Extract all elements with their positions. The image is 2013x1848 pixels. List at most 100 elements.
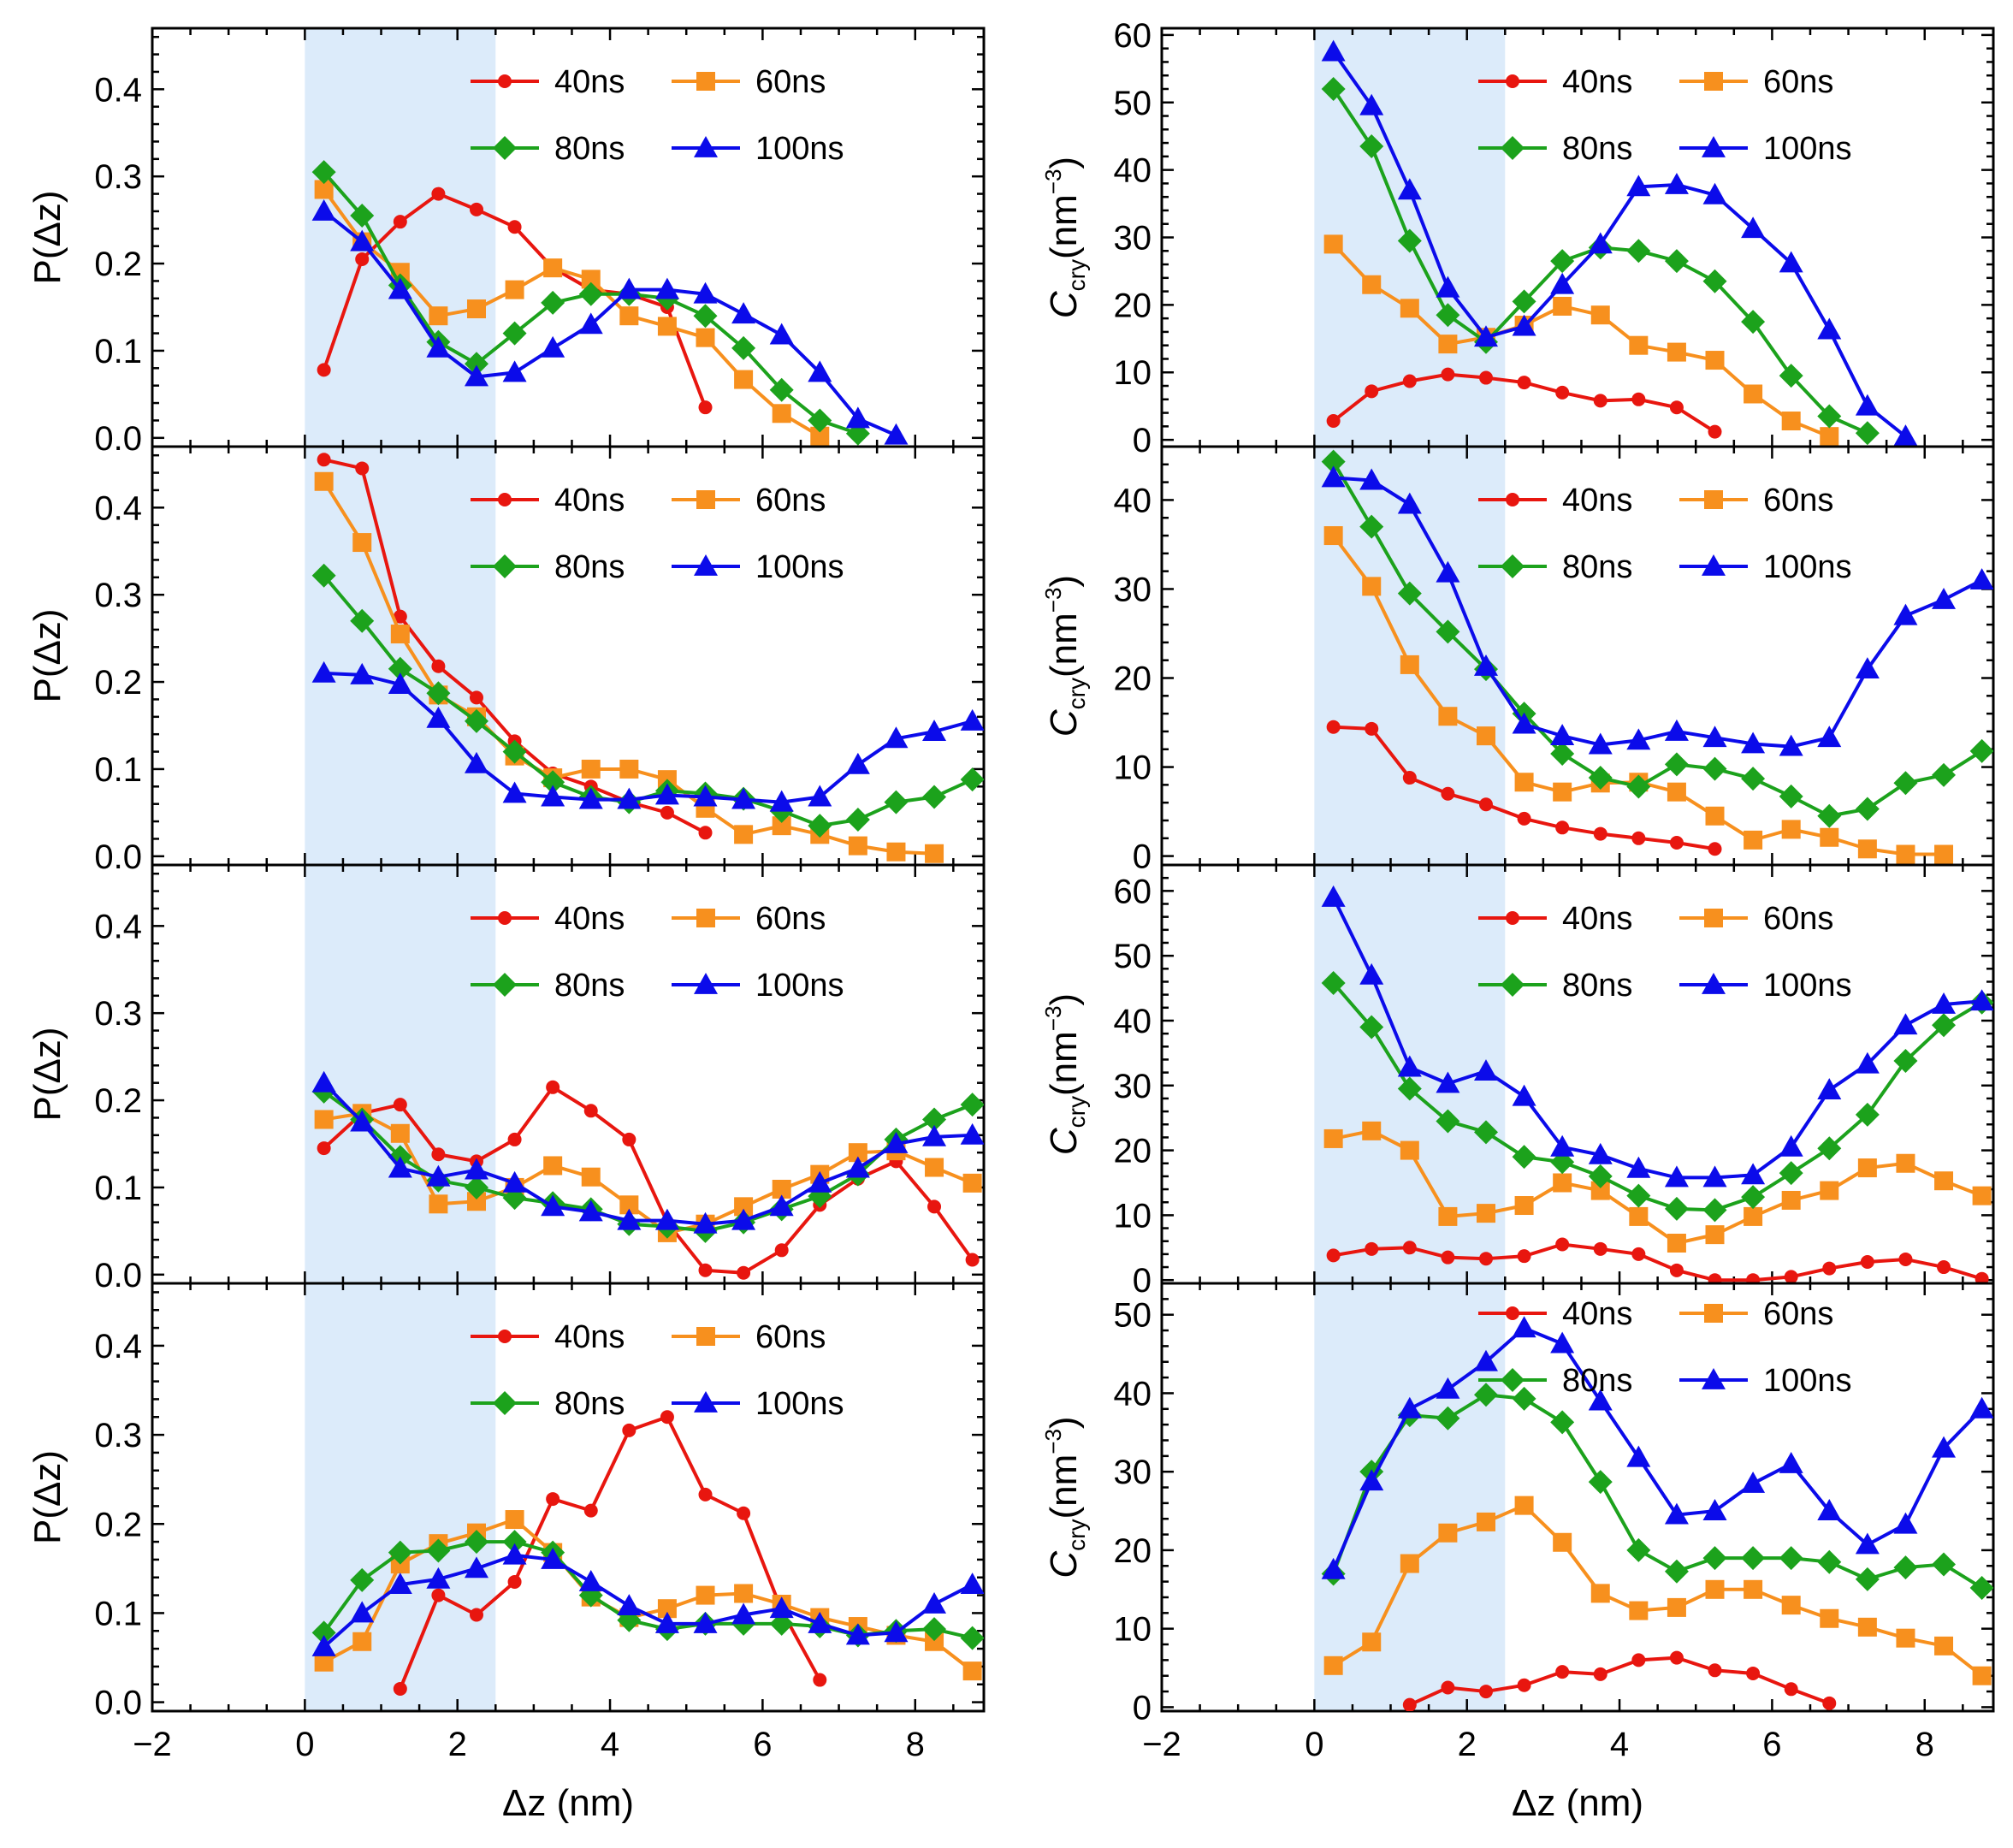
data-point-40ns [1517, 1249, 1531, 1264]
data-point-60ns [1820, 1608, 1839, 1628]
y-axis-title: P(Δz) [27, 608, 68, 702]
data-point-100ns [1969, 1396, 1993, 1419]
data-point-60ns [543, 258, 563, 278]
legend-marker [1501, 973, 1525, 997]
panel-left-3: 0.0 0.1 0.2 0.3 0.4 P(Δz) 40ns 60ns 80ns 100ns [27, 863, 986, 1294]
data-point-80ns [1512, 1145, 1536, 1170]
data-point-40ns [737, 1506, 751, 1520]
data-point-60ns [1514, 773, 1534, 792]
data-point-80ns [1779, 784, 1803, 808]
data-point-60ns [1857, 1158, 1877, 1178]
legend: 40ns 60ns 80ns 100ns [1478, 1296, 1852, 1399]
data-point-80ns [1779, 1161, 1803, 1186]
data-point-60ns [1629, 1206, 1649, 1226]
data-point-40ns [1555, 820, 1570, 835]
data-point-80ns [1817, 404, 1842, 429]
data-point-40ns [317, 363, 331, 377]
y-tick-label: 50 [1114, 1297, 1152, 1335]
legend-item-100ns: 100ns [672, 131, 844, 167]
legend-label: 60ns [755, 1319, 826, 1355]
y-tick-label: 0.2 [94, 246, 142, 283]
legend-marker [493, 136, 517, 160]
data-point-40ns [660, 805, 674, 820]
data-point-40ns [1402, 1697, 1417, 1711]
x-ticks [151, 28, 955, 447]
data-point-40ns [965, 1253, 980, 1267]
data-point-60ns [1896, 1153, 1915, 1173]
legend-marker [1704, 909, 1723, 927]
legend-label: 100ns [755, 131, 844, 167]
data-point-60ns [1553, 1173, 1572, 1193]
data-point-100ns [922, 1592, 947, 1614]
y-axis-title-close: ) [1043, 575, 1085, 588]
data-point-100ns [693, 1611, 718, 1633]
data-point-60ns [1820, 827, 1839, 847]
data-point-40ns [1822, 1261, 1837, 1276]
legend-label: 40ns [554, 1319, 625, 1355]
data-point-80ns [1664, 1559, 1689, 1584]
data-point-80ns [311, 1620, 336, 1645]
legend-marker [1702, 1368, 1726, 1389]
data-point-40ns [1478, 1252, 1493, 1266]
data-point-100ns [1893, 603, 1918, 625]
data-point-60ns [734, 1584, 754, 1603]
legend-item-80ns: 80ns [1478, 1363, 1632, 1399]
data-point-100ns [922, 1124, 947, 1146]
data-point-100ns [1817, 1499, 1842, 1520]
y-tick-label: 20 [1114, 660, 1152, 698]
panel-right-1: 0 10 20 30 40 50 60 Ccry(nm−3) 40ns 60ns 80ns 100ns [1040, 17, 1995, 459]
data-point-60ns [1323, 234, 1343, 254]
data-point-80ns [1397, 1076, 1422, 1101]
legend-marker [694, 1391, 718, 1413]
data-point-40ns [1478, 370, 1493, 385]
legend: 40ns 60ns 80ns 100ns [1478, 64, 1852, 167]
series-line-40ns [398, 1415, 822, 1690]
data-point-60ns [848, 1143, 867, 1163]
y-tick-label: 40 [1114, 1003, 1152, 1040]
data-point-60ns [314, 1110, 334, 1129]
x-axis-title: Δz (nm) [1512, 1782, 1643, 1824]
data-point-100ns [617, 1208, 642, 1230]
data-point-100ns [1779, 1134, 1803, 1157]
data-point-40ns [1593, 826, 1607, 841]
data-point-100ns [388, 277, 412, 299]
data-point-60ns [1438, 335, 1458, 354]
data-point-80ns [1702, 1546, 1727, 1571]
data-point-80ns [1702, 269, 1727, 293]
data-point-100ns [502, 1170, 527, 1193]
data-point-100ns [502, 781, 527, 803]
legend-label: 40ns [1562, 901, 1632, 937]
data-point-100ns [1741, 1163, 1766, 1185]
data-point-100ns [1855, 1051, 1880, 1074]
data-point-100ns [617, 787, 642, 809]
data-point-40ns [393, 1681, 407, 1696]
data-point-80ns [1664, 1196, 1689, 1221]
data-point-100ns [769, 323, 794, 345]
y-tick-label: 0.0 [94, 1685, 142, 1722]
data-point-40ns [431, 1588, 446, 1602]
y-ticks: 0.0 0.1 0.2 0.3 0.4 [94, 453, 984, 876]
y-tick-label: 40 [1114, 1375, 1152, 1413]
x-tick-label: 2 [1458, 1726, 1477, 1763]
y-ticks: 0 10 20 30 40 50 60 [1114, 17, 1993, 459]
x-tick-label: 6 [753, 1726, 772, 1763]
data-point-60ns [1590, 1181, 1610, 1200]
data-point-100ns [1436, 1377, 1460, 1399]
y-tick-label: 0.4 [94, 1328, 142, 1365]
legend: 40ns 60ns 80ns 100ns [471, 1319, 844, 1422]
data-point-100ns [1397, 1055, 1422, 1077]
data-point-40ns [1708, 1273, 1722, 1283]
data-point-100ns [388, 1156, 412, 1178]
data-point-100ns [1969, 568, 1993, 589]
data-point-80ns [464, 1175, 488, 1199]
legend-label: 60ns [1763, 901, 1833, 937]
legend-item-40ns: 40ns [471, 901, 625, 937]
data-point-40ns [1975, 1271, 1989, 1283]
y-ticks: 0 10 20 30 40 50 [1114, 1282, 1993, 1727]
data-point-40ns [1402, 1241, 1417, 1255]
data-point-60ns [848, 836, 867, 856]
data-point-40ns [583, 1503, 598, 1518]
data-point-40ns [1593, 1241, 1607, 1256]
legend-label: 80ns [554, 968, 625, 1004]
